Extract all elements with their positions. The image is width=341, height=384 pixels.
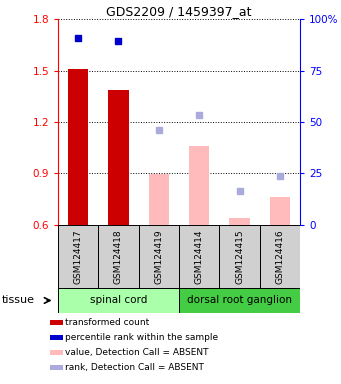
Text: GSM124416: GSM124416 — [276, 229, 284, 284]
Text: GSM124415: GSM124415 — [235, 229, 244, 284]
Bar — [58, 288, 179, 313]
Text: GSM124419: GSM124419 — [154, 229, 163, 284]
Bar — [149, 174, 169, 225]
Text: transformed count: transformed count — [65, 318, 149, 327]
Bar — [108, 90, 129, 225]
Text: dorsal root ganglion: dorsal root ganglion — [187, 295, 292, 306]
Title: GDS2209 / 1459397_at: GDS2209 / 1459397_at — [106, 5, 252, 18]
Bar — [179, 225, 219, 288]
Bar — [260, 225, 300, 288]
Bar — [270, 197, 290, 225]
Bar — [98, 225, 139, 288]
Text: GSM124414: GSM124414 — [195, 229, 204, 283]
Bar — [50, 320, 62, 325]
Text: tissue: tissue — [2, 295, 35, 306]
Text: GSM124417: GSM124417 — [74, 229, 83, 284]
Text: percentile rank within the sample: percentile rank within the sample — [65, 333, 218, 342]
Bar — [50, 336, 62, 340]
Bar — [58, 225, 98, 288]
Text: spinal cord: spinal cord — [90, 295, 147, 306]
Text: rank, Detection Call = ABSENT: rank, Detection Call = ABSENT — [65, 363, 204, 372]
Bar — [189, 146, 209, 225]
Bar — [50, 351, 62, 355]
Text: GSM124418: GSM124418 — [114, 229, 123, 284]
Bar — [139, 225, 179, 288]
Bar — [229, 218, 250, 225]
Bar — [219, 225, 260, 288]
Text: value, Detection Call = ABSENT: value, Detection Call = ABSENT — [65, 348, 208, 357]
Bar — [50, 366, 62, 370]
Bar — [68, 70, 88, 225]
Bar — [179, 288, 300, 313]
